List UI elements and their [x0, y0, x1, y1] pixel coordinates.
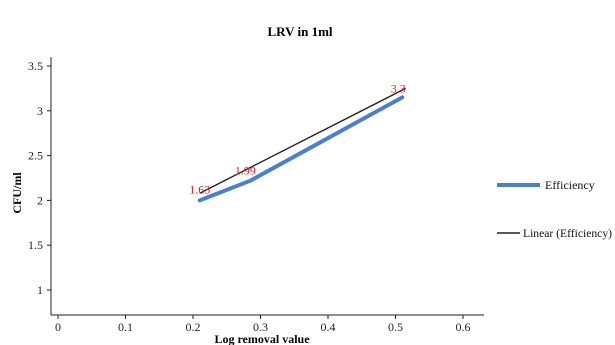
x-tick-label: 0.6: [456, 320, 471, 334]
x-tick-label: 0.4: [321, 320, 336, 334]
y-tick-label: 3: [37, 104, 43, 118]
y-tick-label: 2.5: [28, 149, 43, 163]
x-tick-label: 0: [55, 320, 61, 334]
x-tick-label: 0.1: [118, 320, 133, 334]
series-line-linear-efficiency: [199, 87, 406, 194]
x-tick-label: 0.5: [388, 320, 403, 334]
x-ticks: 0 0.1 0.2 0.3 0.4 0.5 0.6: [55, 315, 471, 334]
y-tick-label: 1: [37, 283, 43, 297]
data-labels: 1.63 1.99 3.3: [189, 81, 406, 196]
data-label: 1.99: [235, 164, 256, 178]
y-ticks: 1 1.5 2 2.5 3 3.5: [28, 59, 51, 297]
x-tick-label: 0.3: [253, 320, 268, 334]
legend-label-linear: Linear (Efficiency): [523, 226, 612, 240]
y-tick-label: 2: [37, 193, 43, 207]
x-tick-label: 0.2: [186, 320, 201, 334]
axes: [50, 57, 484, 316]
y-tick-label: 3.5: [28, 59, 43, 73]
chart-title: LRV in 1ml: [267, 24, 332, 39]
legend-label-efficiency: Efficiency: [545, 178, 595, 192]
y-axis-title: CFU/ml: [10, 172, 24, 214]
x-axis-title: Log removal value: [214, 332, 310, 345]
y-tick-label: 1.5: [28, 238, 43, 252]
legend: Efficiency Linear (Efficiency): [497, 178, 612, 240]
data-label: 1.63: [189, 182, 210, 196]
series-layer: [197, 87, 406, 203]
data-label: 3.3: [391, 81, 406, 95]
series-line-efficiency: [197, 95, 405, 203]
